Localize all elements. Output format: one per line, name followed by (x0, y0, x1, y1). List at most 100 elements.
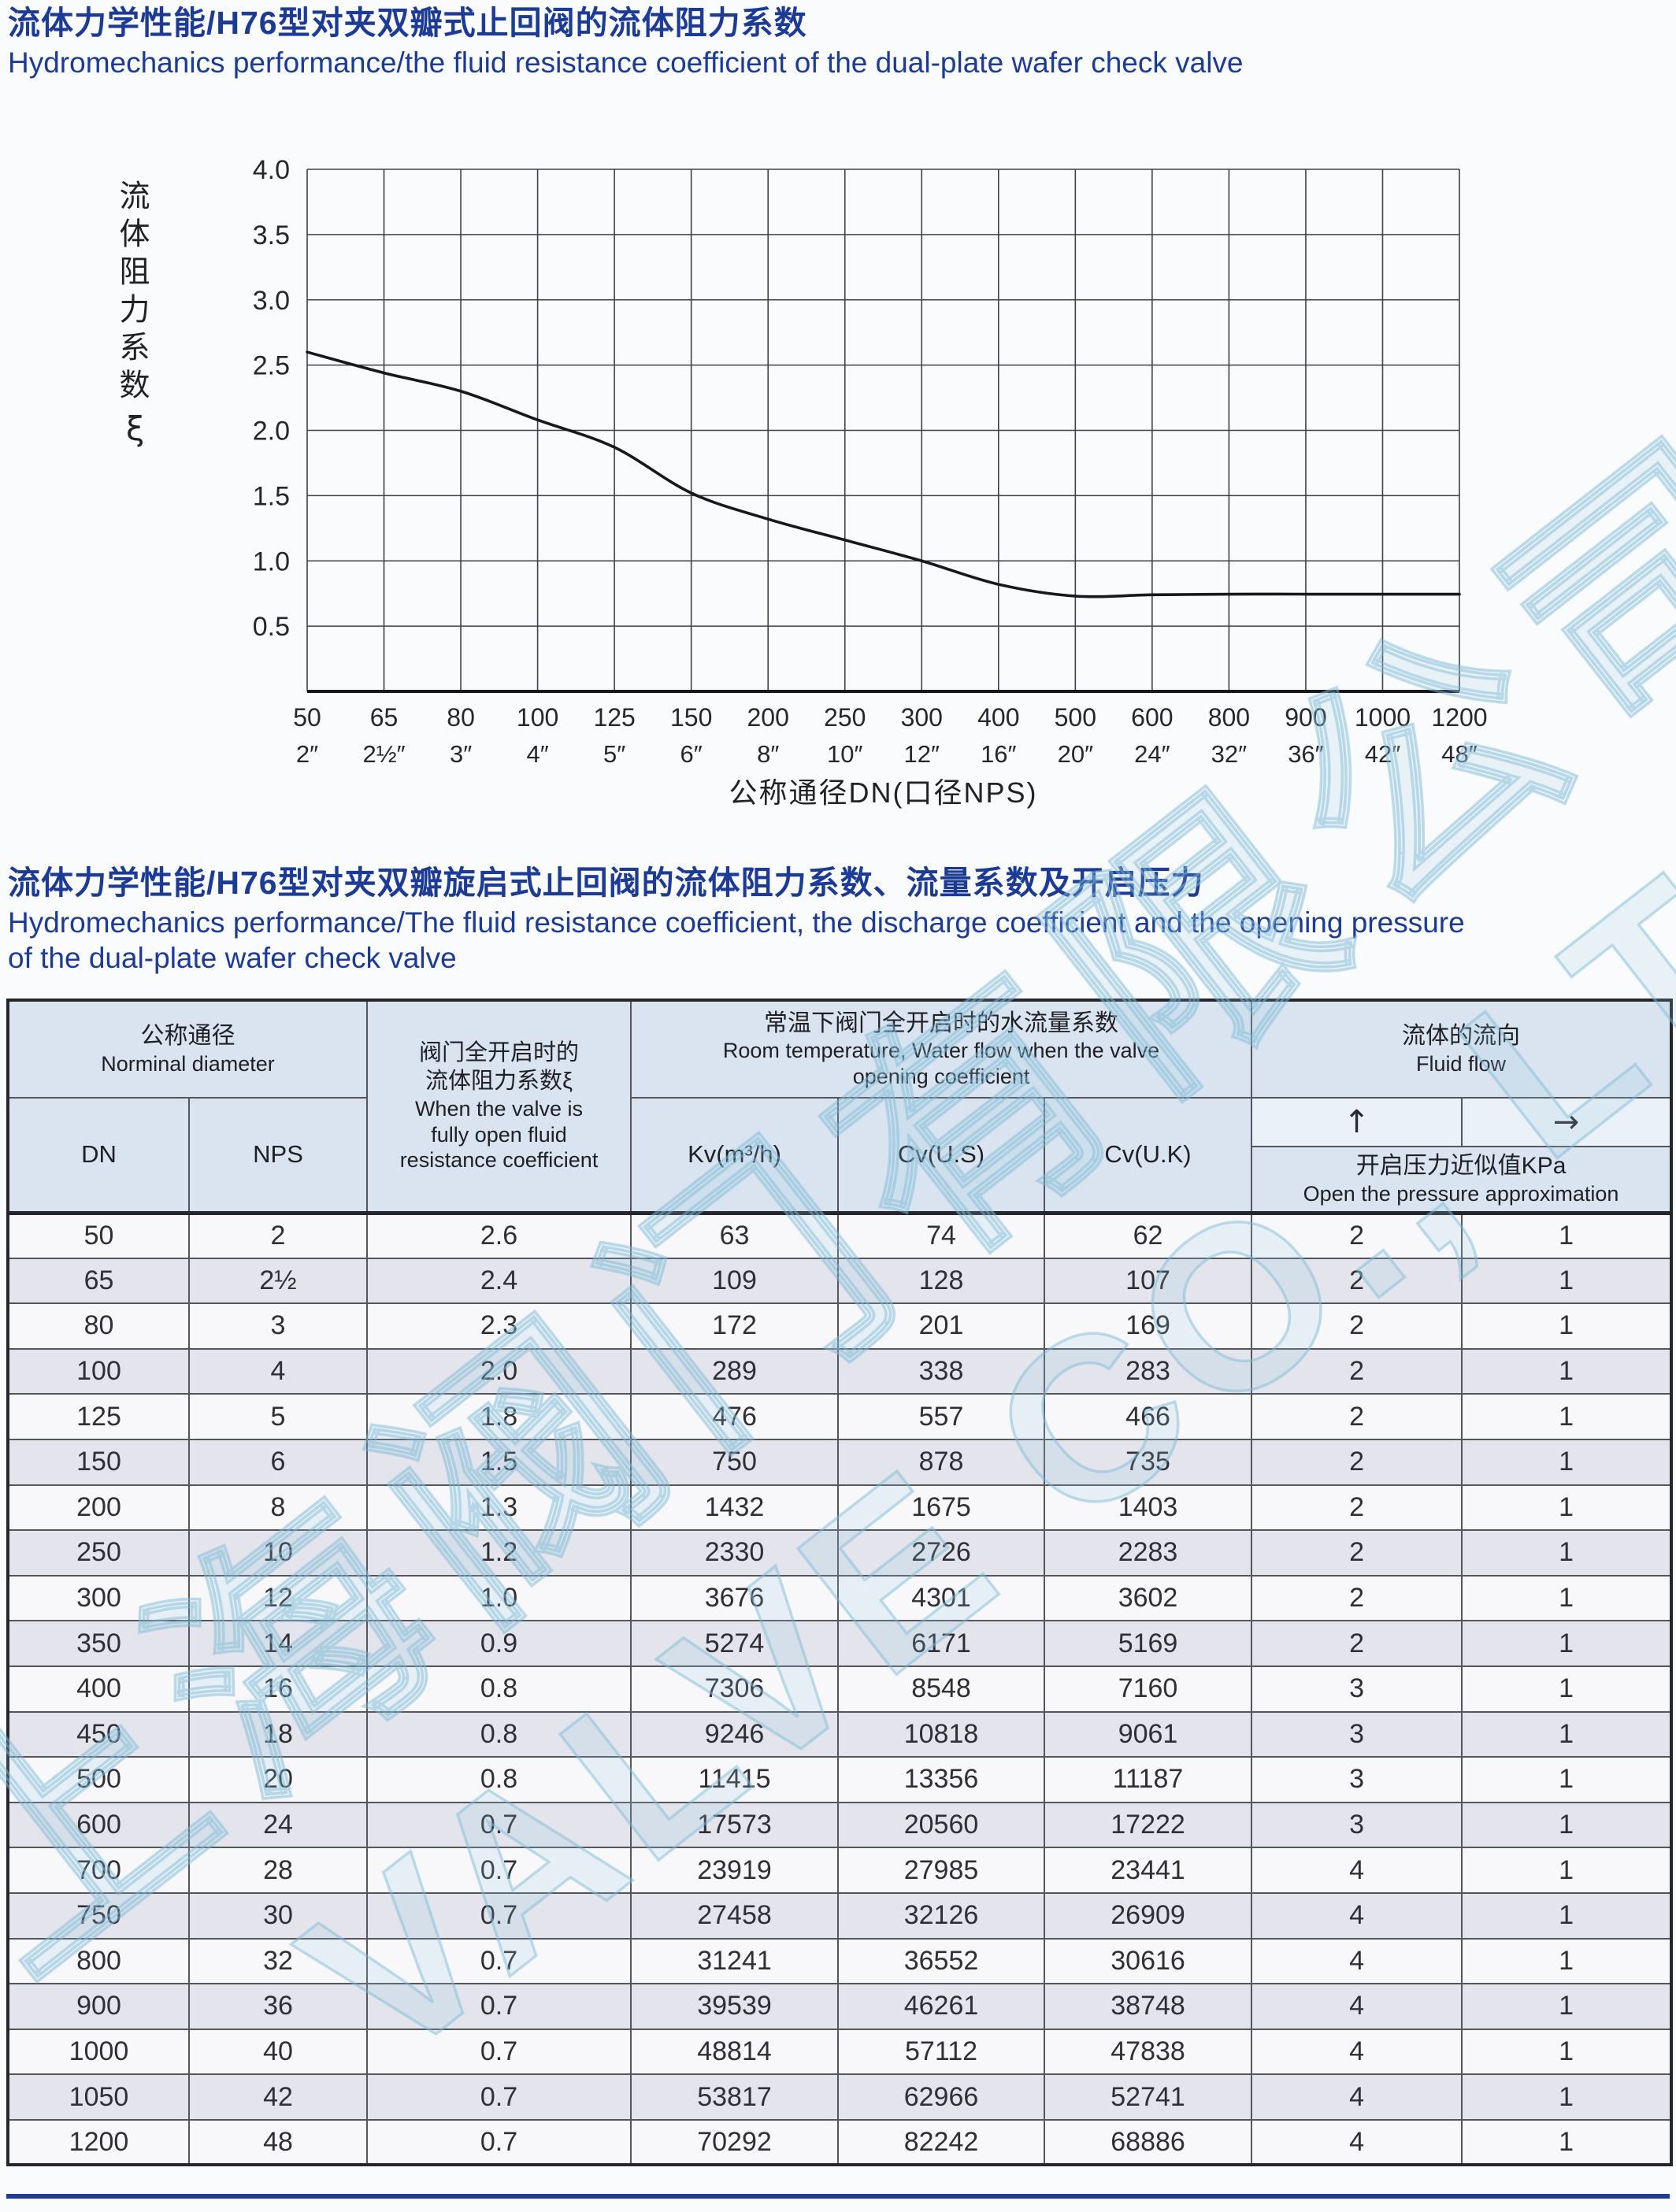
section2-title-en-line1: Hydromechanics performance/The fluid res… (8, 906, 1465, 939)
x-tick-nps-label: 2″ (296, 740, 318, 768)
table-row: 900 36 0.7 39539 46261 38748 4 1 (7, 1983, 1673, 2030)
table-cell: 68886 (1044, 2118, 1253, 2166)
table-cell: 201 (837, 1302, 1046, 1350)
header-resistance-en1: When the valve is (414, 1096, 584, 1121)
table-cell: 1.3 (366, 1484, 632, 1532)
header-flow-coefficient-en1: Room temperature, Water flow when the va… (722, 1039, 1160, 1063)
x-tick-nps-label: 3″ (450, 740, 472, 768)
section1-title-en: Hydromechanics performance/the fluid res… (8, 46, 1244, 80)
table-cell: 11187 (1044, 1756, 1253, 1803)
table-cell: 48814 (630, 2028, 840, 2076)
header-resistance-zh2: 流体阻力系数ξ (425, 1069, 573, 1095)
y-tick-label: 1.0 (253, 547, 290, 576)
table-cell: 1 (1461, 2073, 1673, 2121)
performance-table: 公称通径 Norminal diameter 阀门全开启时的 流体阻力系数ξ W… (6, 999, 1674, 2167)
table-row: 1050 42 0.7 53817 62966 52741 4 1 (7, 2073, 1673, 2121)
table-cell: 1 (1461, 1393, 1673, 1440)
table-cell: 1 (1461, 1257, 1673, 1305)
table-cell: 1 (1461, 1574, 1673, 1622)
header-cv-us: Cv(U.S) (837, 1097, 1046, 1213)
table-cell: 128 (837, 1257, 1046, 1305)
table-cell: 1.8 (366, 1393, 632, 1440)
table-row: 450 18 0.8 9246 10818 9061 3 1 (7, 1710, 1673, 1758)
table-cell: 1 (1461, 2028, 1673, 2076)
table-cell: 1 (1461, 1620, 1673, 1667)
x-tick-nps-label: 20″ (1058, 740, 1093, 768)
x-tick-dn-label: 800 (1208, 703, 1250, 732)
section2-header: 流体力学性能/H76型对夹双瓣旋启式止回阀的流体阻力系数、流量系数及开启压力 H… (8, 865, 1465, 976)
x-tick-nps-label: 12″ (904, 740, 940, 768)
table-cell: 350 (7, 1620, 190, 1667)
table-cell: 300 (7, 1574, 190, 1622)
table-cell: 4 (1251, 1937, 1463, 1985)
table-cell: 476 (630, 1393, 840, 1440)
table-cell: 62 (1044, 1210, 1253, 1259)
table-row: 65 2½ 2.4 109 128 107 2 1 (7, 1257, 1673, 1305)
table-cell: 13356 (837, 1756, 1046, 1803)
y-tick-label: 2.5 (253, 351, 290, 381)
table-cell: 62966 (837, 2073, 1046, 2121)
table-cell: 0.7 (366, 2118, 632, 2166)
table-cell: 26909 (1044, 1892, 1253, 1940)
section2-title-zh: 流体力学性能/H76型对夹双瓣旋启式止回阀的流体阻力系数、流量系数及开启压力 (8, 865, 1204, 901)
table-cell: 10 (187, 1529, 369, 1577)
table-cell: 1000 (7, 2028, 190, 2076)
chart-y-axis-title: 流体阻力系数 (115, 180, 149, 406)
table-cell: 3 (1251, 1665, 1463, 1713)
table-row: 400 16 0.8 7306 8548 7160 3 1 (7, 1665, 1673, 1713)
table-cell: 2 (187, 1210, 369, 1259)
table-cell: 1 (1461, 1983, 1673, 2030)
table-row: 250 10 1.2 2330 2726 2283 2 1 (7, 1529, 1673, 1577)
table-cell: 32 (187, 1937, 369, 1985)
x-tick-nps-label: 6″ (680, 740, 703, 768)
header-nps: NPS (187, 1097, 369, 1213)
table-cell: 65 (7, 1257, 190, 1305)
table-cell: 42 (187, 2073, 369, 2121)
table-cell: 7160 (1044, 1665, 1253, 1713)
header-flow-coefficient-en2: opening coefficient (852, 1065, 1030, 1089)
table-cell: 1 (1461, 1710, 1673, 1758)
header-nominal-diameter: 公称通径 Norminal diameter (6, 999, 369, 1099)
table-cell: 0.9 (366, 1620, 632, 1667)
table-cell: 1675 (837, 1484, 1046, 1532)
table-cell: 82242 (837, 2118, 1046, 2166)
table-cell: 1 (1461, 1210, 1673, 1259)
table-cell: 4 (1251, 2073, 1463, 2121)
table-cell: 1.2 (366, 1529, 632, 1577)
table-cell: 0.7 (366, 1801, 632, 1849)
header-flow-coefficient-zh: 常温下阀门全开启时的水流量系数 (764, 1010, 1119, 1036)
table-cell: 1 (1461, 1892, 1673, 1940)
table-cell: 2 (1251, 1438, 1463, 1486)
header-nominal-diameter-zh: 公称通径 (140, 1023, 235, 1050)
table-cell: 27458 (630, 1892, 840, 1940)
header-opening-pressure-en: Open the pressure approximation (1303, 1181, 1619, 1206)
flow-up-arrow-icon: ↑ (1251, 1097, 1463, 1147)
x-tick-nps-label: 16″ (981, 740, 1016, 768)
performance-table-body: 50 2 2.6 63 74 62 2 1 65 2½ 2.4 109 128 107 2 1 80 3 2.3 17… (7, 1210, 1673, 2166)
table-cell: 2 (1251, 1393, 1463, 1440)
table-row: 50 2 2.6 63 74 62 2 1 (7, 1210, 1673, 1259)
table-cell: 53817 (630, 2073, 840, 2121)
table-cell: 1 (1461, 1347, 1673, 1395)
header-resistance-zh1: 阀门全开启时的 (419, 1040, 580, 1066)
x-tick-nps-label: 10″ (827, 740, 862, 768)
x-tick-dn-label: 125 (593, 703, 635, 732)
table-cell: 6 (187, 1438, 369, 1486)
section1-header: 流体力学性能/H76型对夹双瓣式止回阀的流体阻力系数 Hydromechanic… (8, 5, 1244, 80)
table-cell: 2 (1251, 1484, 1463, 1532)
table-row: 100 4 2.0 289 338 283 2 1 (7, 1347, 1673, 1395)
header-fluid-flow-zh: 流体的流向 (1402, 1023, 1521, 1050)
header-fluid-flow-en: Fluid flow (1416, 1051, 1507, 1076)
table-cell: 4 (1251, 1892, 1463, 1940)
table-cell: 5 (187, 1393, 369, 1440)
table-cell: 9061 (1044, 1710, 1253, 1758)
y-tick-label: 1.5 (253, 481, 290, 511)
table-cell: 1 (1461, 1484, 1673, 1532)
table-cell: 2.0 (366, 1347, 632, 1395)
x-tick-nps-label: 42″ (1365, 740, 1400, 768)
table-cell: 30 (187, 1892, 369, 1940)
table-row: 150 6 1.5 750 878 735 2 1 (7, 1438, 1673, 1486)
footer-rule (6, 2194, 1670, 2199)
table-cell: 7306 (630, 1665, 840, 1713)
table-cell: 3 (187, 1302, 369, 1350)
